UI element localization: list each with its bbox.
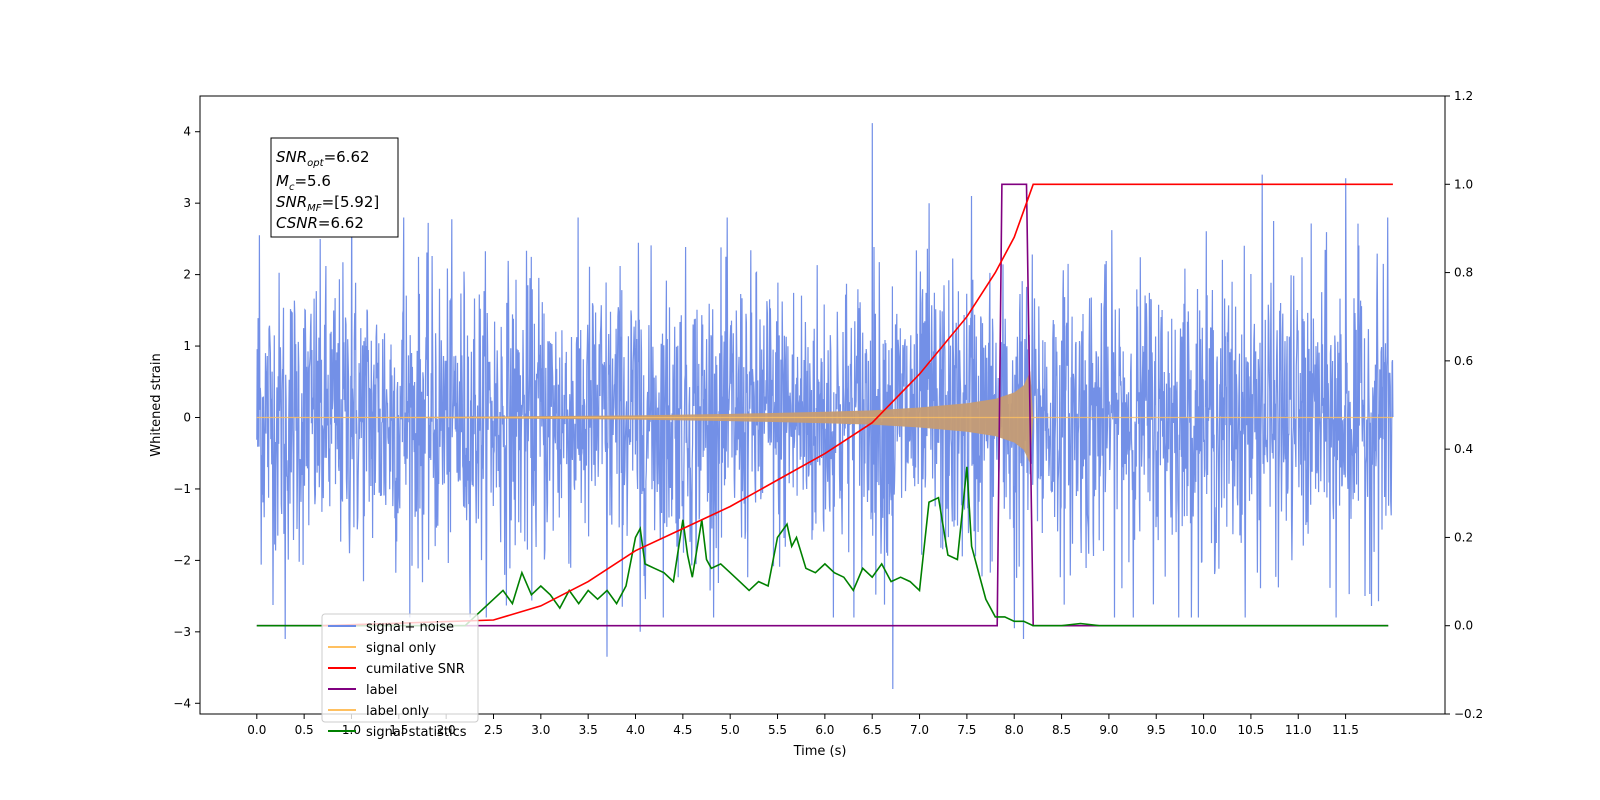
x-tick-label: 2.0 bbox=[437, 723, 456, 737]
annotation-frame bbox=[270, 137, 399, 238]
x-tick-label: 3.0 bbox=[531, 723, 550, 737]
x-tick-label: 4.5 bbox=[673, 723, 692, 737]
x-tick-label: 8.0 bbox=[1005, 723, 1024, 737]
legend-label: label only bbox=[366, 704, 429, 719]
legend-label: cumilative SNR bbox=[366, 662, 465, 677]
x-tick-label: 1.5 bbox=[389, 723, 408, 737]
x-tick-label: 8.5 bbox=[1052, 723, 1071, 737]
y2-tick-label: 0.8 bbox=[1454, 266, 1473, 280]
annotation-mc: Mc=5.6 bbox=[276, 172, 331, 193]
legend: signal+ noise signal only cumilative SNR la… bbox=[321, 613, 479, 740]
x-tick-label: 10.5 bbox=[1238, 723, 1265, 737]
y-axis-right-ticks: 1.2 1.0 0.8 0.6 0.4 0.2 0.0 −0.2 bbox=[1445, 89, 1483, 721]
series-cumulative-snr bbox=[323, 183, 1393, 627]
x-tick-label: 6.5 bbox=[863, 723, 882, 737]
legend-label: signal only bbox=[366, 641, 436, 656]
series-signal-statistics bbox=[256, 466, 1389, 627]
y2-tick-label: −0.2 bbox=[1454, 707, 1483, 721]
y-axis-left-ticks: 4 3 2 1 0 −1 −2 −3 −4 bbox=[173, 125, 200, 710]
x-tick-label: 11.0 bbox=[1285, 723, 1312, 737]
series-label bbox=[256, 183, 1389, 627]
y2-tick-label: 0.0 bbox=[1454, 619, 1473, 633]
x-tick-label: 5.0 bbox=[721, 723, 740, 737]
y-tick-label: 1 bbox=[183, 339, 191, 353]
x-tick-label: 4.0 bbox=[626, 723, 645, 737]
annotation-snr-mf: SNRMF=[5.92] bbox=[276, 193, 379, 214]
plot-frame bbox=[199, 95, 1446, 715]
legend-entries: signal+ noise signal only cumilative SNR la… bbox=[328, 620, 467, 740]
y2-tick-label: 0.2 bbox=[1454, 530, 1473, 544]
y-tick-label: 4 bbox=[183, 125, 191, 139]
annotation-csnr: CSNR=6.62 bbox=[276, 214, 364, 232]
x-tick-label: 2.5 bbox=[484, 723, 503, 737]
x-tick-label: 11.5 bbox=[1332, 723, 1359, 737]
x-axis-label: Time (s) bbox=[793, 744, 847, 759]
y-tick-label: 2 bbox=[183, 268, 191, 282]
annotation-box: SNRopt=6.62 Mc=5.6 SNRMF=[5.92] CSNR=6.6… bbox=[270, 137, 399, 238]
legend-frame bbox=[321, 613, 479, 723]
x-tick-label: 0.0 bbox=[247, 723, 266, 737]
y-tick-label: 0 bbox=[183, 411, 191, 425]
x-tick-label: 6.0 bbox=[815, 723, 834, 737]
y-tick-label: −1 bbox=[173, 482, 191, 496]
y-tick-label: −2 bbox=[173, 553, 191, 567]
y2-tick-label: 1.2 bbox=[1454, 89, 1473, 103]
series-signal-noise bbox=[256, 123, 1394, 690]
x-tick-label: 9.5 bbox=[1147, 723, 1166, 737]
x-axis-ticks: 0.00.51.01.52.02.53.03.54.04.55.05.56.06… bbox=[247, 714, 1359, 737]
legend-label: label bbox=[366, 683, 397, 698]
x-tick-label: 7.5 bbox=[957, 723, 976, 737]
x-tick-label: 3.5 bbox=[579, 723, 598, 737]
x-tick-label: 7.0 bbox=[910, 723, 929, 737]
y-axis-label: Whitened strain bbox=[149, 353, 164, 456]
y-tick-label: 3 bbox=[183, 196, 191, 210]
x-tick-label: 0.5 bbox=[295, 723, 314, 737]
y-tick-label: −3 bbox=[173, 625, 191, 639]
legend-label: signal+ noise bbox=[366, 620, 454, 635]
x-tick-label: 5.5 bbox=[768, 723, 787, 737]
x-tick-label: 9.0 bbox=[1099, 723, 1118, 737]
series-layer bbox=[256, 123, 1394, 690]
y-tick-label: −4 bbox=[173, 696, 191, 710]
y2-tick-label: 1.0 bbox=[1454, 177, 1473, 191]
x-tick-label: 10.0 bbox=[1190, 723, 1217, 737]
y2-tick-label: 0.6 bbox=[1454, 354, 1473, 368]
legend-label: signal statistics bbox=[366, 725, 467, 740]
y2-tick-label: 0.4 bbox=[1454, 442, 1473, 456]
annotation-snr-opt: SNRopt=6.62 bbox=[276, 148, 370, 169]
